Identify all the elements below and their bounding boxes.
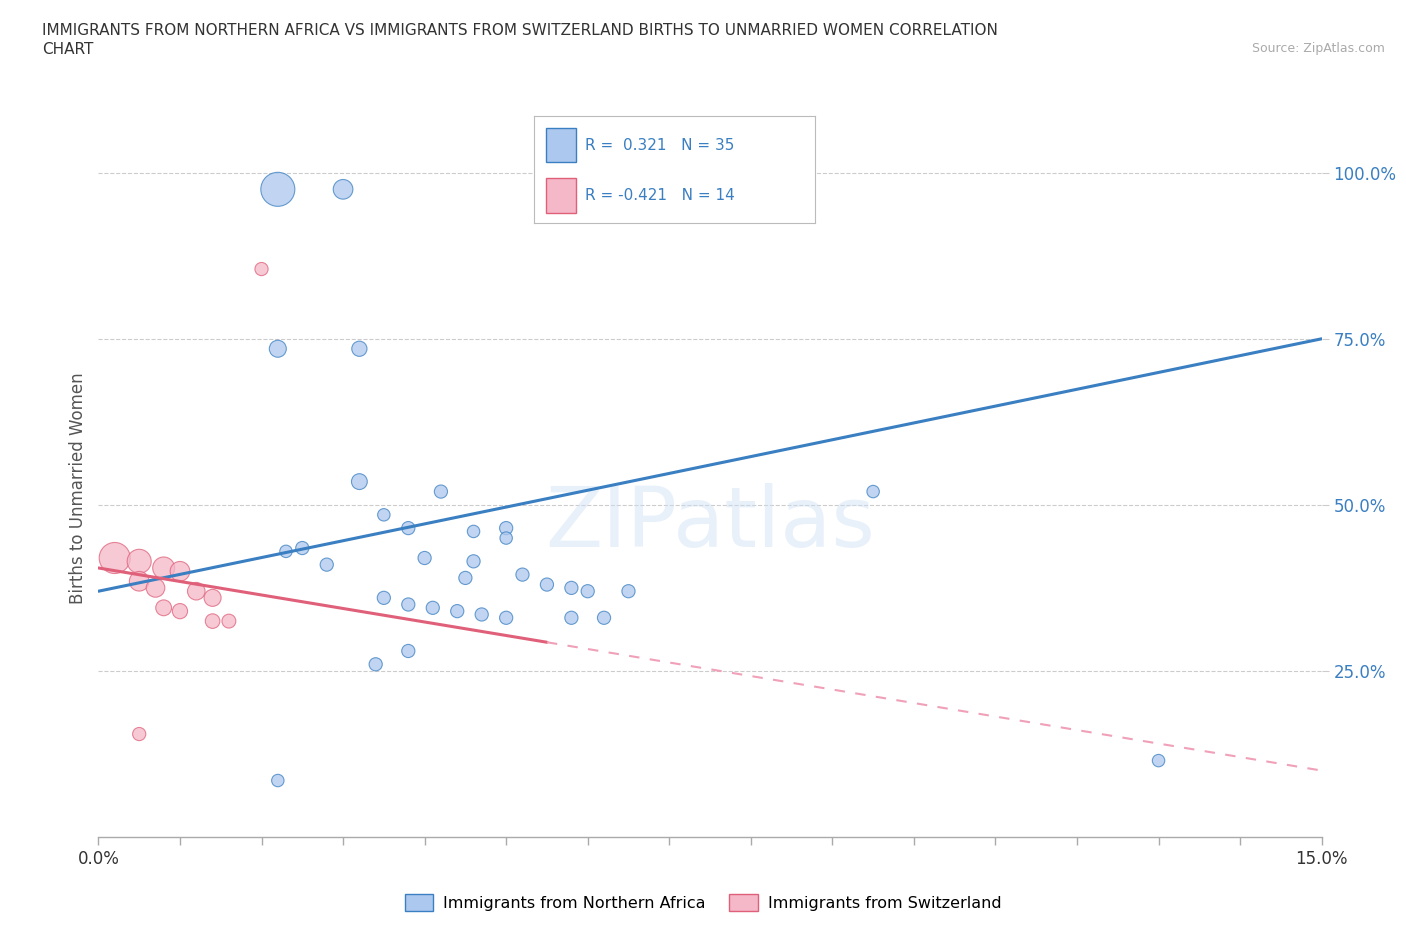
Point: [413, 551, 436, 565]
Point: [373, 508, 395, 523]
Point: [471, 607, 494, 622]
Point: [463, 554, 485, 569]
Point: [576, 584, 599, 599]
Text: IMMIGRANTS FROM NORTHERN AFRICA VS IMMIGRANTS FROM SWITZERLAND BIRTHS TO UNMARRI: IMMIGRANTS FROM NORTHERN AFRICA VS IMMIG…: [42, 23, 998, 38]
Point: [862, 485, 884, 499]
Point: [186, 584, 208, 599]
Point: [495, 521, 517, 536]
Text: R = -0.421   N = 14: R = -0.421 N = 14: [585, 188, 735, 203]
Point: [169, 604, 191, 618]
Point: [201, 591, 224, 605]
Point: [536, 578, 558, 592]
Point: [152, 561, 174, 576]
Point: [218, 614, 240, 629]
Point: [128, 574, 150, 589]
Point: [373, 591, 395, 605]
Point: [560, 610, 582, 625]
Text: CHART: CHART: [42, 42, 94, 57]
Point: [128, 726, 150, 741]
Point: [145, 580, 167, 595]
Point: [495, 610, 517, 625]
Point: [430, 485, 453, 499]
Point: [560, 580, 582, 595]
Point: [1147, 753, 1170, 768]
Bar: [546, 179, 576, 213]
Legend: Immigrants from Northern Africa, Immigrants from Switzerland: Immigrants from Northern Africa, Immigra…: [398, 887, 1008, 917]
Point: [495, 531, 517, 546]
Point: [274, 544, 297, 559]
Point: [396, 644, 419, 658]
Point: [332, 182, 354, 197]
Point: [396, 521, 419, 536]
Y-axis label: Births to Unmarried Women: Births to Unmarried Women: [69, 372, 87, 604]
Text: ZIPatlas: ZIPatlas: [546, 483, 875, 564]
Point: [396, 597, 419, 612]
Text: Source: ZipAtlas.com: Source: ZipAtlas.com: [1251, 42, 1385, 55]
Point: [446, 604, 468, 618]
Point: [152, 601, 174, 616]
Point: [128, 554, 150, 569]
Point: [454, 570, 477, 585]
Point: [315, 557, 337, 572]
Point: [201, 614, 224, 629]
Point: [291, 540, 314, 555]
Point: [267, 182, 290, 197]
Point: [593, 610, 616, 625]
Point: [512, 567, 534, 582]
Point: [422, 601, 444, 616]
Bar: [546, 128, 576, 162]
Point: [250, 261, 273, 276]
Point: [349, 341, 371, 356]
Point: [267, 341, 290, 356]
Point: [349, 474, 371, 489]
Text: R =  0.321   N = 35: R = 0.321 N = 35: [585, 138, 734, 153]
Point: [617, 584, 640, 599]
Point: [104, 551, 127, 565]
Point: [463, 524, 485, 538]
Point: [169, 564, 191, 578]
Point: [267, 773, 290, 788]
Point: [364, 657, 387, 671]
